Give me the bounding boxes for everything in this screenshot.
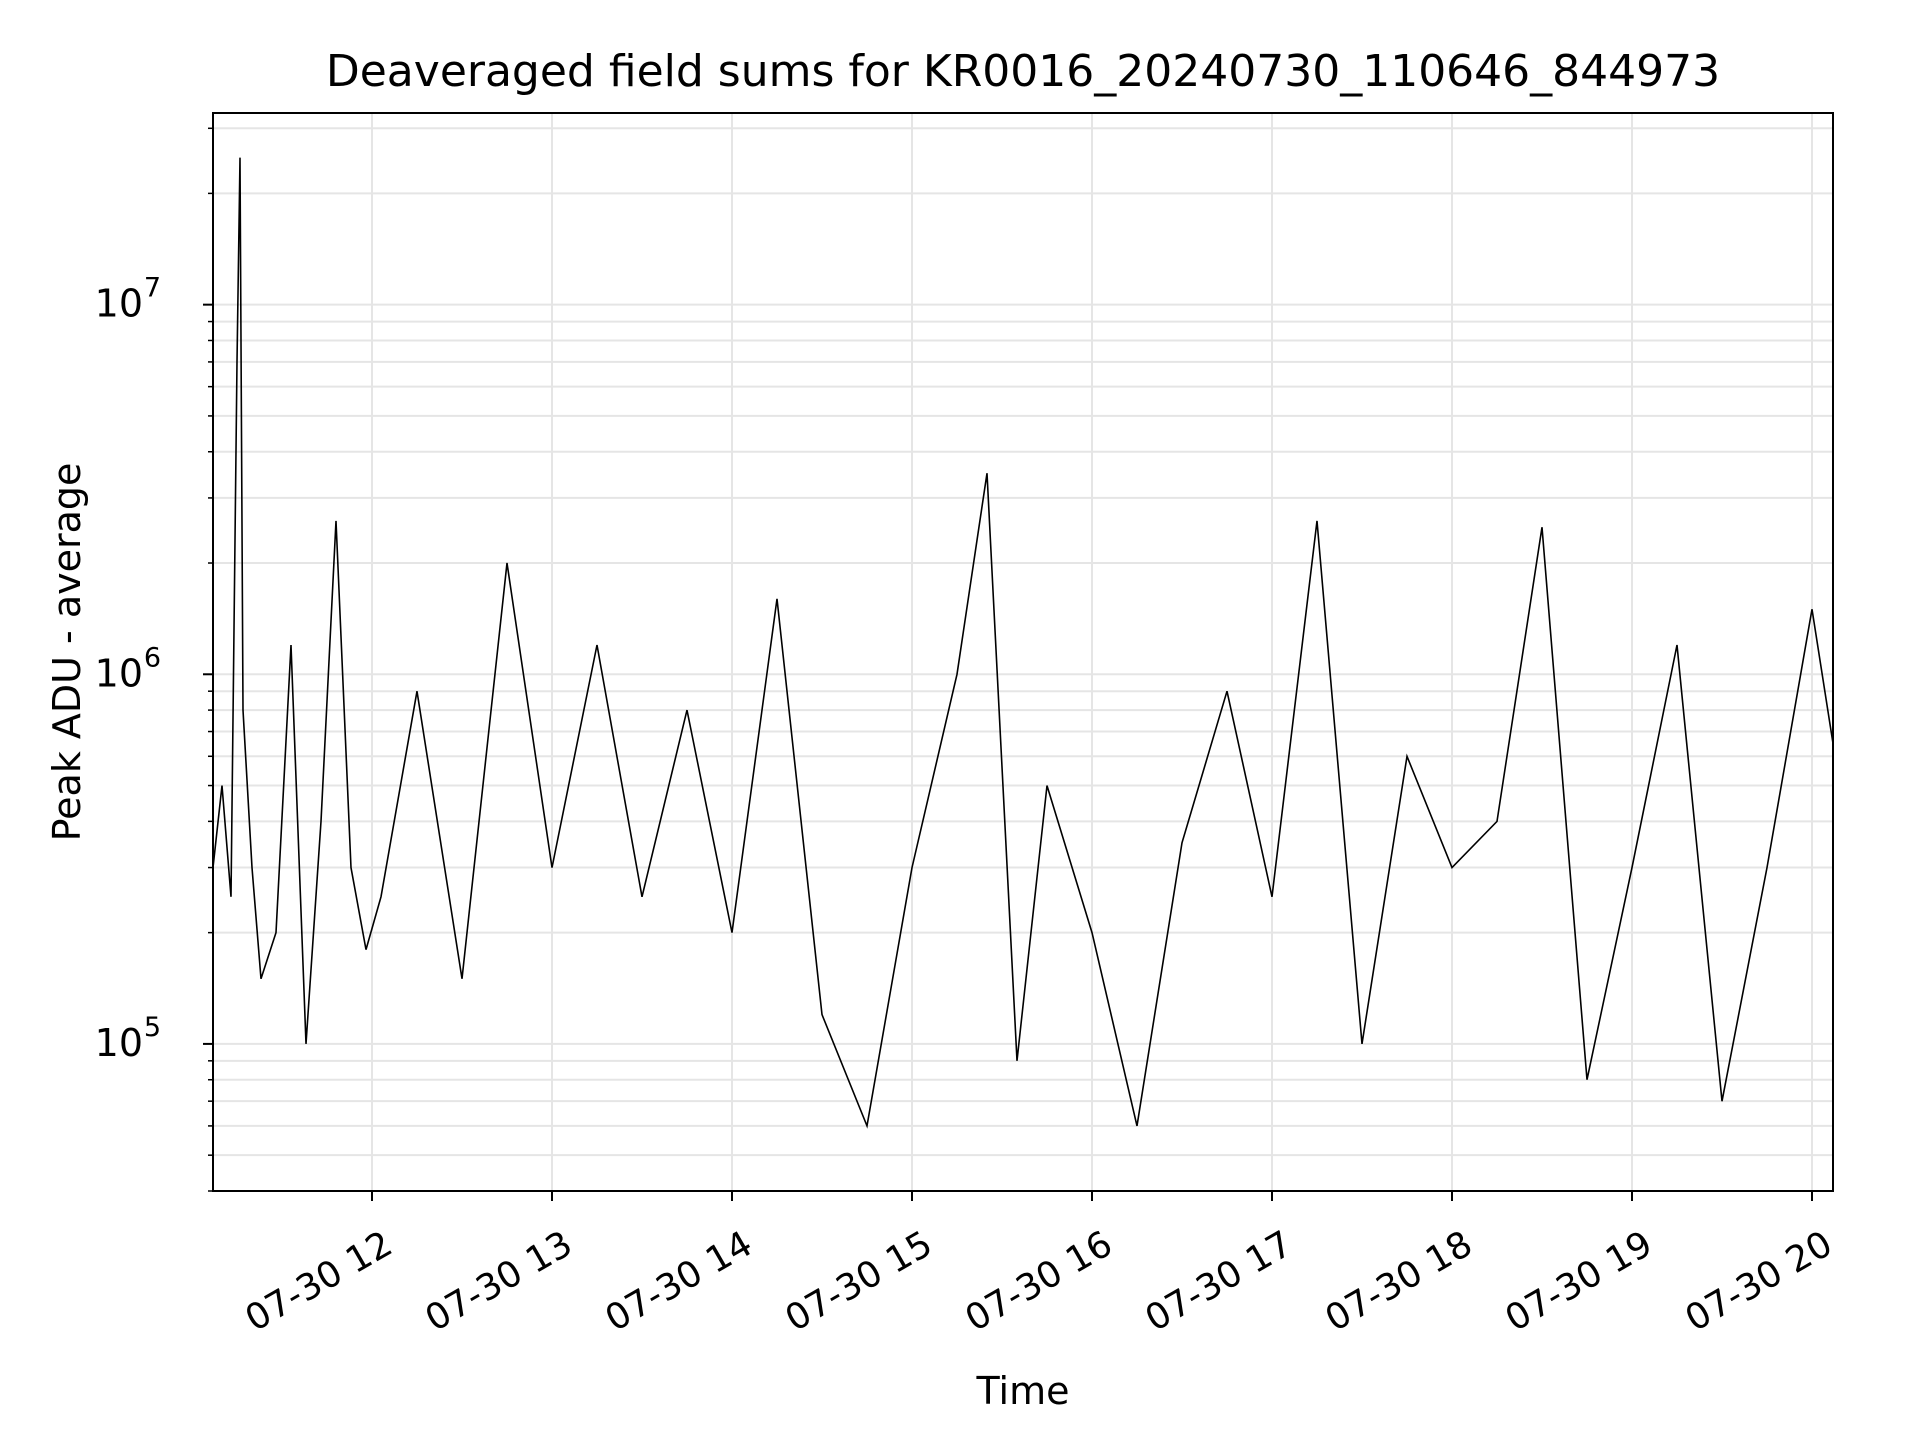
y-tick-label-base: 10 [95, 651, 143, 695]
chart-title: Deaveraged field sums for KR0016_2024073… [326, 46, 1720, 97]
y-tick-label: 10 5 [95, 1012, 161, 1065]
series-layer [213, 157, 1833, 1129]
y-tick-label-base: 10 [95, 282, 143, 326]
plot-frame [212, 112, 1834, 1192]
y-tick-label: 10 6 [95, 642, 161, 695]
x-axis-label: Time [976, 1369, 1070, 1413]
y-tick-label-exponent: 7 [144, 273, 161, 304]
series-line [213, 157, 1833, 1129]
y-tick-label-base: 10 [95, 1021, 143, 1065]
y-tick-label-exponent: 6 [144, 642, 161, 673]
y-tick-label: 10 7 [95, 273, 161, 326]
y-tick-label-exponent: 5 [144, 1012, 161, 1043]
y-axis-label: Peak ADU - average [45, 463, 89, 842]
